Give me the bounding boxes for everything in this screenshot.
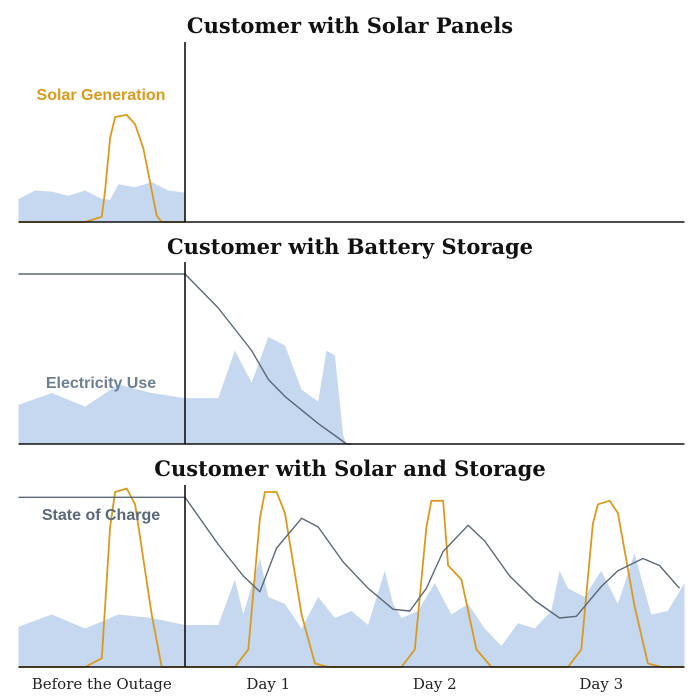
panels-layer: Customer with Solar Panels Solar Generati… (18, 13, 685, 668)
series-label: Solar Generation (37, 87, 166, 104)
x-axis-ticks: Before the Outage Day 1 Day 2 Day 3 (32, 675, 623, 693)
series-state-of-charge-line (18, 273, 352, 445)
panel-title: Customer with Battery Storage (167, 234, 533, 259)
series-label: State of Charge (42, 507, 160, 524)
panel-2: Customer with Battery Storage Electricity… (18, 234, 685, 445)
panel-1: Customer with Solar Panels Solar Generati… (18, 13, 685, 223)
series-state-of-charge-line (18, 496, 681, 619)
x-tick-label: Day 2 (413, 675, 457, 693)
series-electricity-use-area (18, 336, 352, 444)
panel-3: Customer with Solar and Storage State of … (18, 456, 685, 668)
series-label: Electricity Use (46, 375, 156, 392)
series-solar-generation-line (18, 114, 185, 223)
panel-title: Customer with Solar and Storage (154, 456, 545, 481)
x-tick-label: Before the Outage (32, 675, 172, 693)
x-tick-label: Day 3 (579, 675, 623, 693)
x-tick-label: Day 1 (246, 675, 290, 693)
series-electricity-use-area (18, 182, 185, 222)
panel-title: Customer with Solar Panels (187, 13, 513, 38)
